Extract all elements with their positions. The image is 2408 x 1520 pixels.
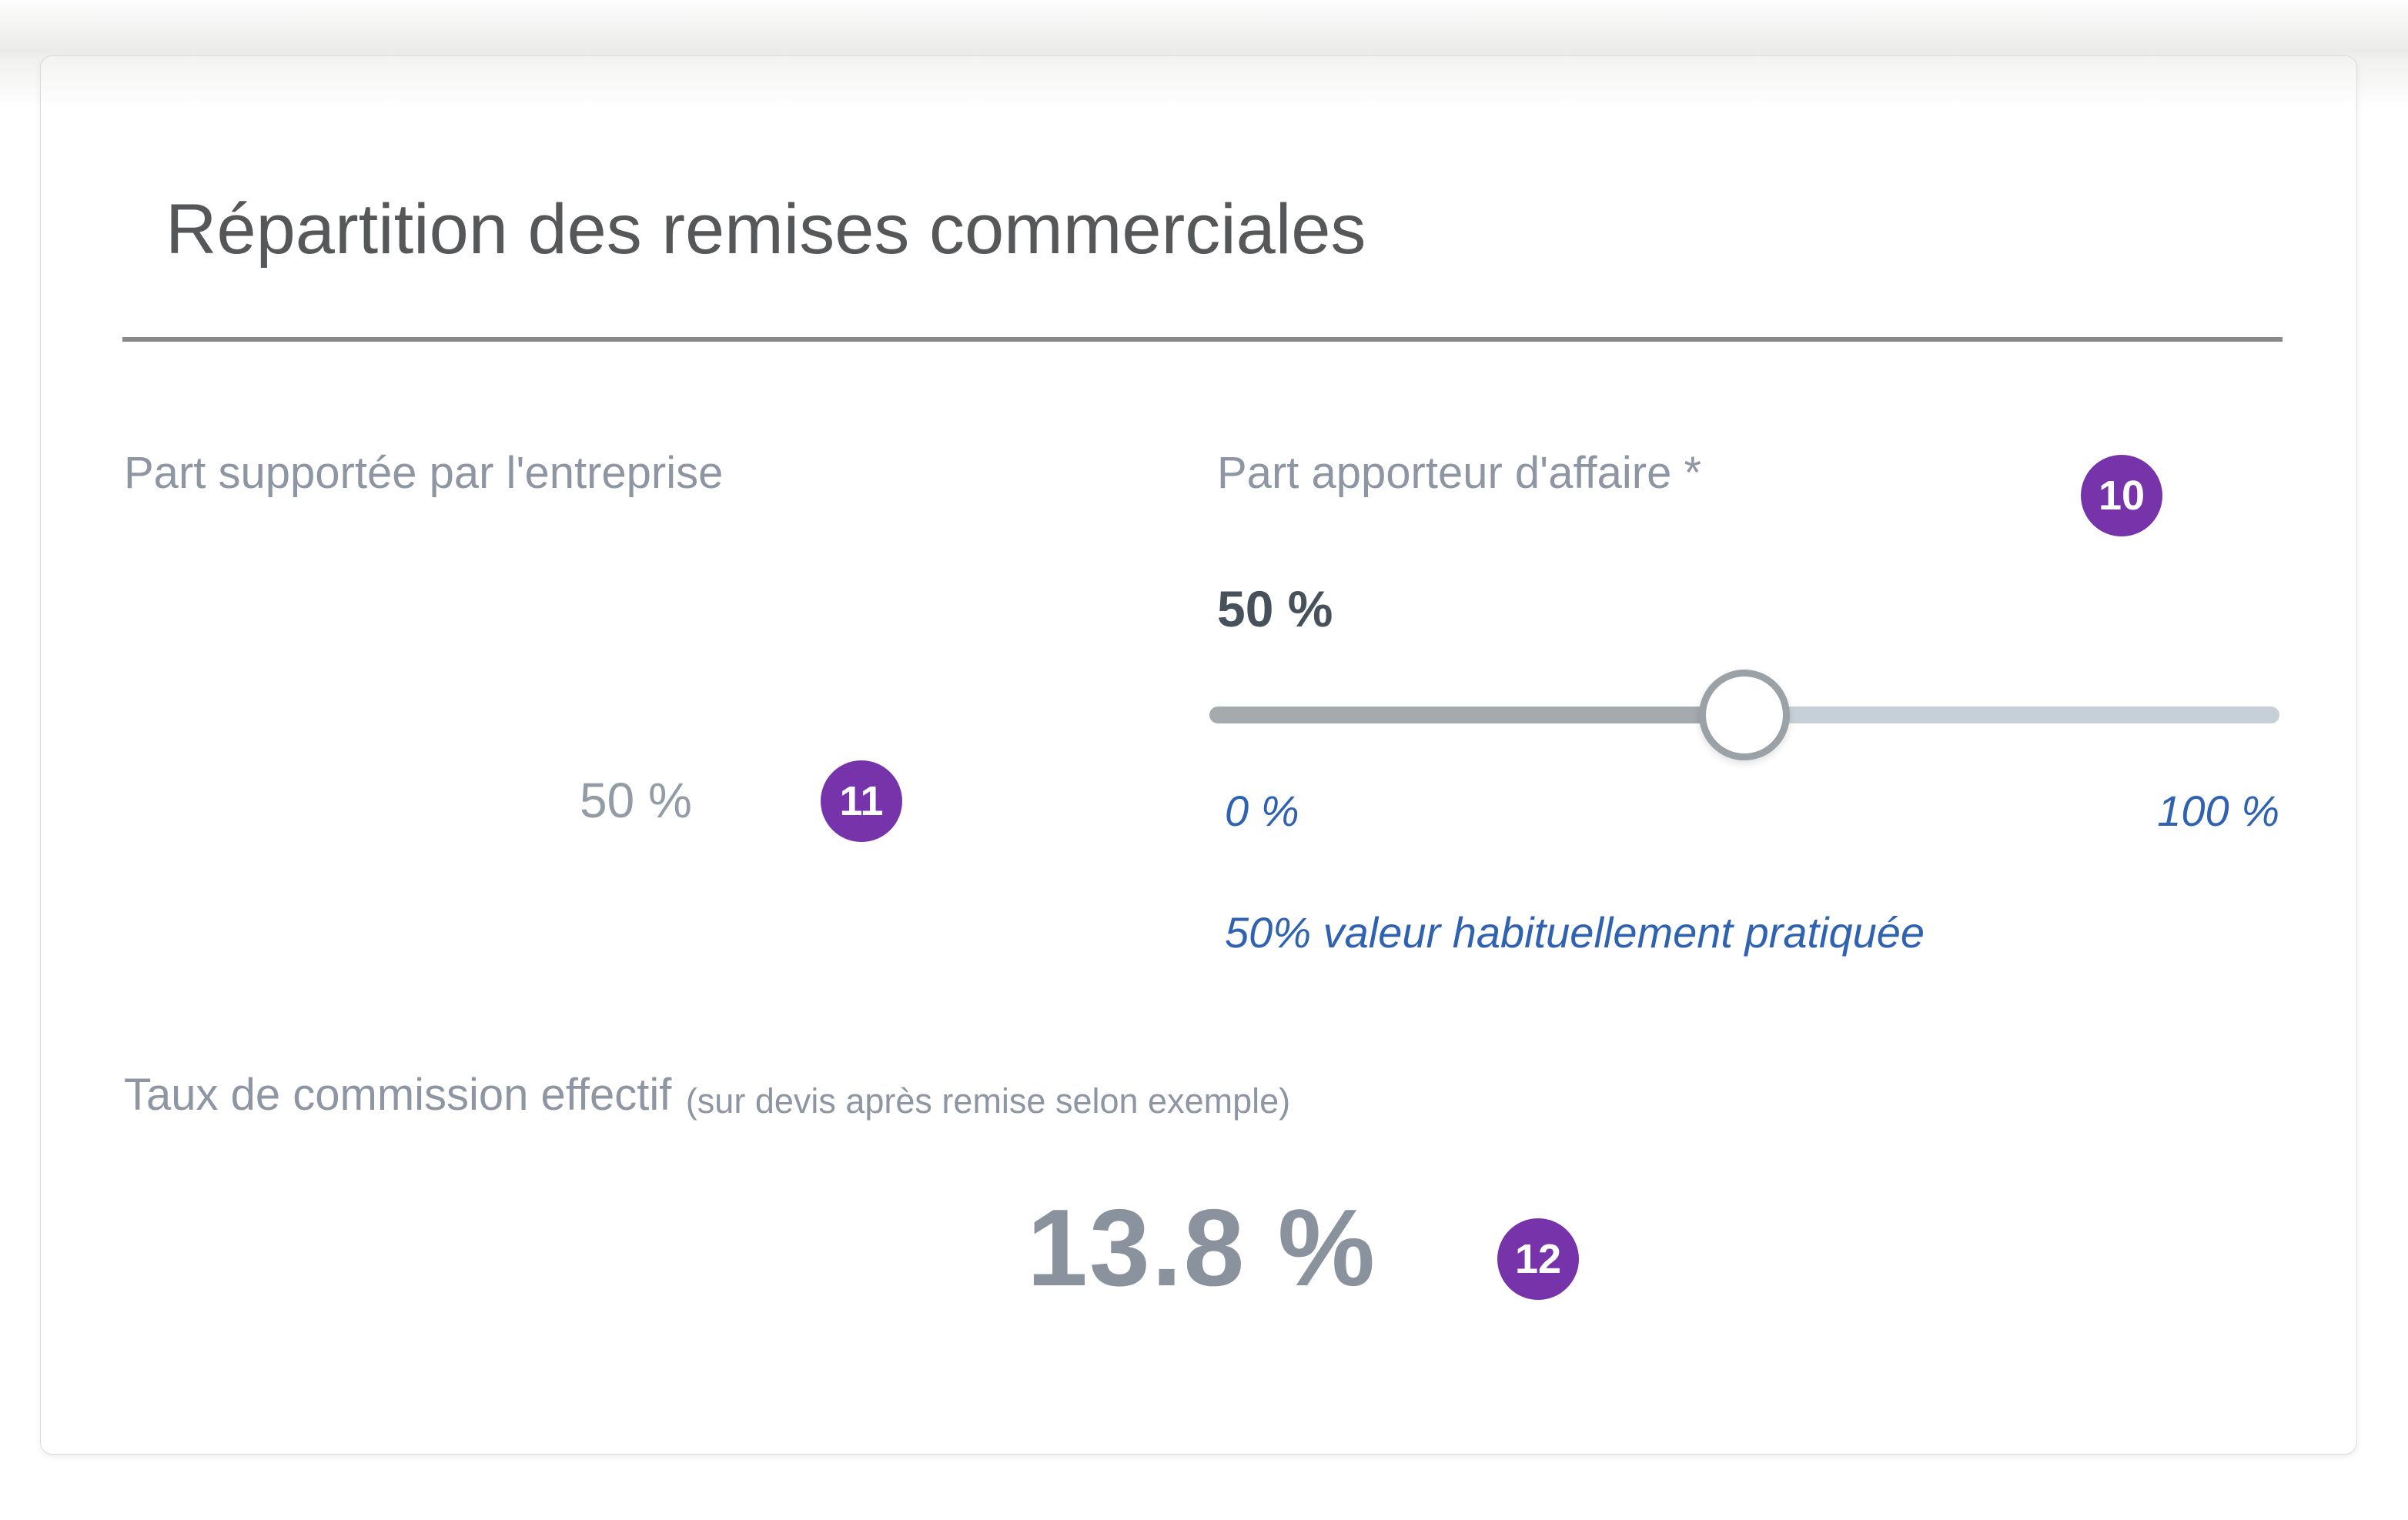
- slider-min-label: 0 %: [1225, 787, 1299, 835]
- slider-thumb[interactable]: [1699, 670, 1790, 760]
- broker-share-slider[interactable]: [1209, 669, 2279, 761]
- commission-label: Taux de commission effectif: [124, 1070, 672, 1120]
- broker-share-value: 50 %: [1217, 580, 1333, 637]
- slider-scale: 0 % 100 %: [1209, 786, 2279, 836]
- commission-distribution-card: Répartition des remises commerciales Par…: [40, 55, 2357, 1455]
- annotation-badge-12: 12: [1497, 1218, 1579, 1300]
- annotation-badge-11: 11: [821, 760, 902, 842]
- company-share-label: Part supportée par l'entreprise: [124, 448, 724, 498]
- title-underline: [122, 337, 2283, 342]
- annotation-badge-10: 10: [2081, 455, 2162, 536]
- slider-max-label: 100 %: [2157, 787, 2279, 835]
- slider-usual-value-note: 50% valeur habituellement pratiquée: [1225, 908, 1925, 957]
- broker-share-label: Part apporteur d'affaire *: [1217, 448, 1702, 498]
- commission-label-line: Taux de commission effectif (sur devis a…: [124, 1069, 1290, 1121]
- card-title: Répartition des remises commerciales: [166, 190, 1366, 269]
- commission-sublabel: (sur devis après remise selon exemple): [685, 1081, 1291, 1121]
- commission-value: 13.8 %: [1026, 1187, 1377, 1309]
- company-share-value: 50 %: [580, 773, 692, 828]
